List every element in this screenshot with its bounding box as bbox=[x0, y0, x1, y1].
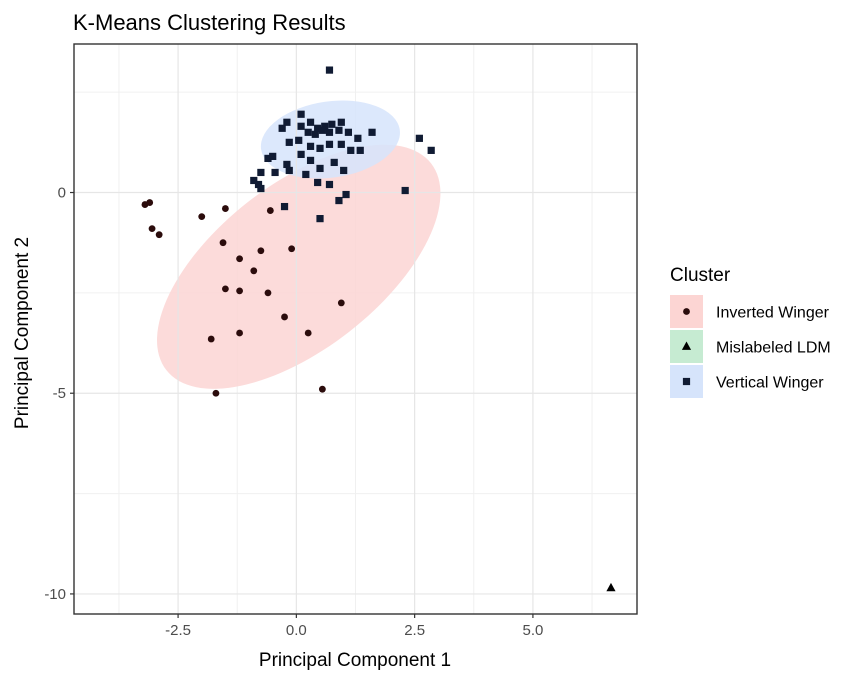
chart-title: K-Means Clustering Results bbox=[73, 10, 346, 35]
data-point bbox=[356, 146, 364, 154]
data-point bbox=[212, 389, 220, 397]
y-axis-ticks: -10 -5 0 bbox=[44, 185, 74, 603]
data-point bbox=[283, 160, 291, 169]
legend-label: Vertical Winger bbox=[716, 375, 824, 392]
x-tick-label: 2.5 bbox=[404, 622, 425, 639]
data-point bbox=[304, 329, 312, 337]
data-point bbox=[306, 156, 315, 165]
data-point bbox=[335, 196, 343, 205]
data-point bbox=[344, 128, 353, 136]
data-point bbox=[316, 164, 324, 173]
legend-label: Mislabeled LDM bbox=[716, 340, 831, 357]
y-axis-label: Principal Component 2 bbox=[12, 237, 33, 429]
y-tick-label: -10 bbox=[44, 586, 66, 603]
data-point bbox=[285, 138, 293, 146]
data-point bbox=[325, 140, 334, 148]
data-point bbox=[337, 118, 345, 126]
data-point bbox=[146, 199, 154, 206]
data-point bbox=[335, 126, 343, 134]
legend-key-marker bbox=[683, 308, 690, 315]
data-point bbox=[198, 213, 206, 221]
data-point bbox=[337, 299, 345, 307]
data-point bbox=[606, 582, 616, 592]
data-point bbox=[281, 313, 288, 321]
data-point bbox=[269, 152, 277, 160]
data-point bbox=[330, 158, 338, 167]
data-point bbox=[295, 136, 303, 144]
data-point bbox=[250, 176, 258, 185]
plot-panel-border bbox=[73, 43, 638, 615]
x-axis-label: Principal Component 1 bbox=[259, 650, 451, 671]
cluster-ellipses bbox=[157, 100, 441, 389]
data-point bbox=[325, 180, 334, 189]
data-point bbox=[337, 140, 345, 148]
data-point bbox=[316, 144, 324, 152]
data-point bbox=[264, 154, 272, 163]
data-point bbox=[306, 118, 315, 126]
data-point bbox=[236, 329, 243, 337]
data-point bbox=[257, 168, 265, 177]
data-point bbox=[148, 225, 156, 233]
data-point bbox=[316, 215, 324, 223]
data-point bbox=[318, 385, 326, 393]
data-point bbox=[288, 245, 296, 253]
data-point bbox=[311, 130, 319, 138]
legend-key-marker bbox=[681, 341, 692, 350]
data-point bbox=[221, 285, 229, 293]
x-axis-ticks: -2.5 0.0 2.5 5.0 bbox=[165, 614, 543, 639]
x-tick-label: -2.5 bbox=[165, 622, 191, 639]
major-gridlines bbox=[74, 44, 637, 614]
data-point bbox=[325, 66, 334, 74]
data-point bbox=[266, 207, 274, 214]
data-point bbox=[314, 124, 322, 132]
data-point bbox=[236, 255, 243, 263]
data-point bbox=[264, 289, 272, 297]
data-point bbox=[427, 146, 435, 154]
legend: Cluster Inverted Winger Mislabeled LDM Ver… bbox=[670, 265, 831, 398]
data-point bbox=[401, 186, 409, 195]
data-point bbox=[155, 231, 163, 239]
y-tick-label: 0 bbox=[58, 185, 66, 202]
data-point bbox=[257, 247, 265, 255]
data-point bbox=[314, 178, 322, 187]
data-point bbox=[285, 166, 293, 175]
legend-key-marker bbox=[682, 377, 691, 386]
x-tick-label: 0.0 bbox=[286, 622, 307, 639]
legend-title: Cluster bbox=[670, 265, 731, 286]
data-point bbox=[283, 118, 291, 126]
data-point bbox=[254, 180, 263, 189]
data-point bbox=[297, 110, 305, 118]
data-point bbox=[306, 142, 315, 150]
data-point bbox=[354, 134, 362, 142]
data-point bbox=[368, 128, 376, 136]
data-point bbox=[304, 128, 312, 136]
data-point bbox=[257, 184, 265, 193]
data-point bbox=[325, 128, 334, 136]
data-point bbox=[271, 168, 279, 177]
data-point bbox=[297, 150, 305, 158]
data-point bbox=[318, 126, 326, 134]
data-point bbox=[340, 166, 348, 175]
data-point bbox=[328, 120, 336, 128]
data-point bbox=[347, 146, 355, 154]
cluster-ellipse-1 bbox=[157, 144, 441, 389]
data-point bbox=[342, 190, 350, 199]
legend-label: Inverted Winger bbox=[716, 305, 830, 322]
data-point bbox=[207, 335, 215, 343]
data-point bbox=[280, 202, 289, 211]
data-points bbox=[141, 66, 616, 592]
data-point bbox=[221, 205, 229, 212]
data-point bbox=[250, 267, 258, 275]
data-point bbox=[297, 122, 305, 130]
data-point bbox=[415, 134, 423, 142]
y-tick-label: -5 bbox=[53, 385, 66, 402]
data-point bbox=[236, 287, 243, 295]
data-point bbox=[219, 239, 227, 247]
data-point bbox=[321, 122, 329, 130]
data-point bbox=[278, 124, 286, 132]
data-point bbox=[302, 170, 310, 179]
x-tick-label: 5.0 bbox=[522, 622, 543, 639]
cluster-ellipse-3 bbox=[260, 100, 400, 179]
